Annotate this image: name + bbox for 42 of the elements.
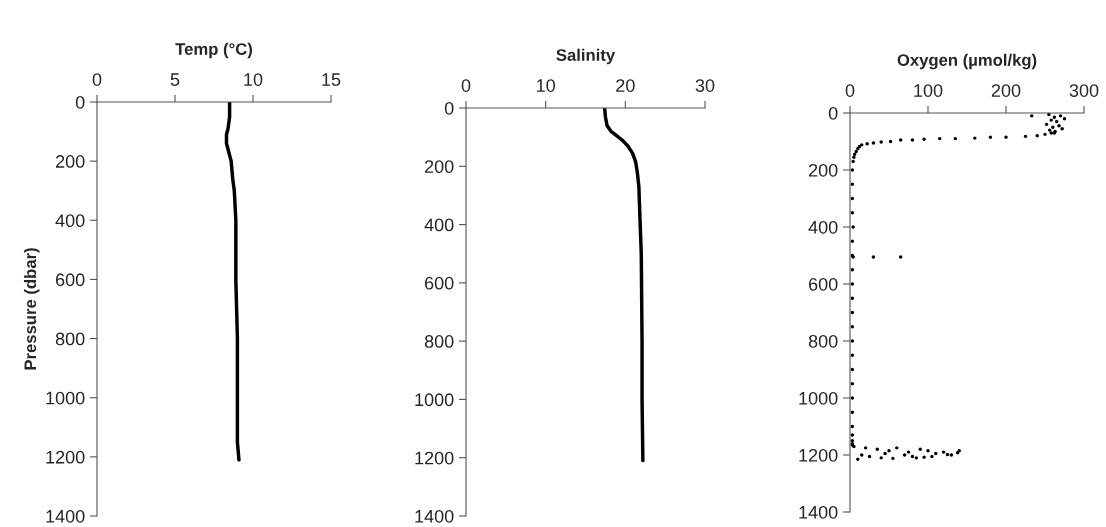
y-tick-label: 200 bbox=[424, 160, 454, 174]
x-tick-label: 300 bbox=[1069, 84, 1099, 97]
x-tick-label: 100 bbox=[914, 84, 943, 97]
y-tick-label: 400 bbox=[808, 220, 838, 234]
chart-title: Oxygen (µmol/kg) bbox=[897, 53, 1037, 70]
y-tick-label: 800 bbox=[808, 334, 838, 348]
chart-title: Temp (°C) bbox=[175, 42, 252, 59]
x-tick-label: 5 bbox=[170, 73, 180, 86]
x-tick-label: 10 bbox=[244, 73, 263, 86]
y-tick-label: 1400 bbox=[799, 505, 838, 519]
y-tick-label: 600 bbox=[424, 276, 454, 290]
y-tick-label: 400 bbox=[55, 214, 85, 228]
y-tick-label: 0 bbox=[828, 106, 838, 120]
x-tick-label: 200 bbox=[991, 84, 1021, 97]
y-tick-label: 1200 bbox=[799, 448, 838, 462]
y-tick-label: 400 bbox=[424, 218, 454, 232]
y-tick-label: 600 bbox=[55, 273, 85, 287]
y-tick-label: 1400 bbox=[46, 509, 85, 523]
y-tick-label: 1000 bbox=[799, 391, 838, 405]
y-tick-label: 1200 bbox=[46, 450, 85, 464]
line-series bbox=[224, 102, 241, 462]
y-tick-label: 1400 bbox=[415, 509, 454, 523]
y-tick-label: 0 bbox=[444, 101, 454, 115]
y-tick-label: 1000 bbox=[46, 391, 85, 405]
x-tick-label: 0 bbox=[92, 73, 102, 86]
x-tick-label: 30 bbox=[695, 79, 715, 92]
x-tick-label: 0 bbox=[461, 79, 471, 92]
y-tick-label: 800 bbox=[55, 332, 85, 346]
y-tick-label: 200 bbox=[808, 163, 838, 177]
line-series bbox=[602, 108, 645, 463]
y-tick-label: 200 bbox=[55, 155, 85, 168]
y-tick-label: 600 bbox=[808, 277, 838, 291]
x-tick-label: 10 bbox=[537, 79, 555, 92]
x-tick-label: 15 bbox=[322, 73, 341, 86]
y-axis-title: Pressure (dbar) bbox=[23, 248, 40, 370]
x-tick-label: 20 bbox=[616, 79, 635, 92]
x-tick-label: 0 bbox=[845, 84, 855, 97]
y-tick-label: 1200 bbox=[415, 451, 454, 465]
y-tick-label: 800 bbox=[424, 335, 454, 348]
chart-title: Salinity bbox=[556, 48, 616, 65]
y-tick-label: 0 bbox=[75, 95, 85, 109]
y-tick-label: 1000 bbox=[415, 393, 454, 407]
